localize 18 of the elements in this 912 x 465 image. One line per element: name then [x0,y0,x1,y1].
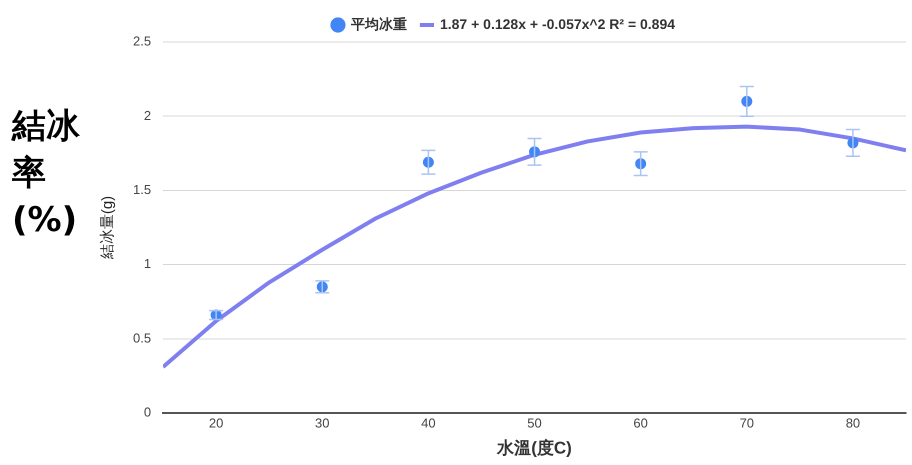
x-axis-title: 水溫(度C) [496,438,572,458]
y-axis-title: 結冰量(g) [99,196,116,260]
x-tick-label: 50 [527,415,542,430]
y-tick-label: 0.5 [132,330,152,346]
x-tick-label: 40 [421,415,436,430]
x-tick-label: 80 [846,415,860,430]
x-tick-label: 30 [315,415,330,430]
legend-label: 1.87 + 0.128x + -0.057x^2 R² = 0.894 [440,16,676,32]
legend-label: 平均冰重 [350,16,407,32]
y-tick-label: 2.5 [132,34,152,49]
y-tick-label: 1 [144,256,152,272]
text: 結冰率 (%) [12,105,81,242]
x-tick-label: 70 [740,415,754,430]
y-tick-label: 2 [144,108,152,123]
y-tick-label: 1.5 [132,182,152,197]
x-tick-label: 20 [208,415,224,430]
x-tick-label: 60 [633,415,648,430]
y-tick-label: 0 [144,404,152,420]
